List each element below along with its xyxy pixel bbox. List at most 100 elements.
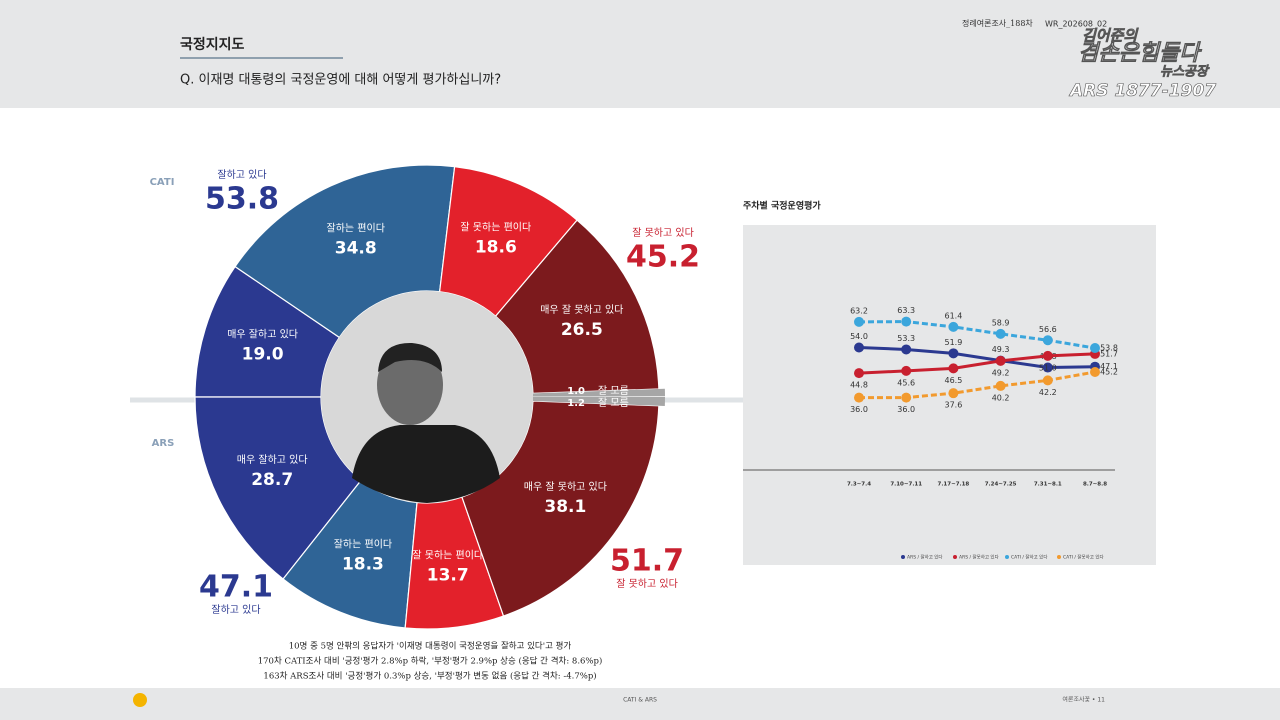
footer-center: CATI & ARS xyxy=(623,697,657,704)
segment-value: 18.3 xyxy=(342,555,384,575)
data-label: 63.2 xyxy=(850,306,868,315)
total-value: 53.8 xyxy=(205,182,279,217)
segment-label: 잘 못하는 편이다 xyxy=(412,549,483,562)
x-tick-label: 8.7~8.8 xyxy=(1083,482,1107,488)
data-label: 51.7 xyxy=(1100,349,1118,358)
segment-label: 잘하는 편이다 xyxy=(334,538,392,551)
data-label: 61.4 xyxy=(944,311,962,320)
watermark-text: 겸손은힘들다 xyxy=(1078,41,1202,66)
x-tick-label: 7.31~8.1 xyxy=(1034,482,1062,488)
series-point xyxy=(854,316,864,327)
series-point xyxy=(995,328,1006,339)
watermark-text: ARS 1877-1907 xyxy=(1068,81,1216,101)
header-band xyxy=(0,0,1280,108)
footer-band xyxy=(0,688,1280,720)
data-label: 51.9 xyxy=(944,338,962,347)
series-point xyxy=(948,321,959,332)
legend-swatch xyxy=(901,555,905,559)
data-label: 47.1 xyxy=(1100,362,1118,371)
series-point xyxy=(1042,335,1053,346)
data-label: 54.0 xyxy=(850,332,868,341)
segment-value: 26.5 xyxy=(561,320,603,340)
data-label: 53.3 xyxy=(897,334,915,343)
total-label: 잘하고 있다 xyxy=(211,603,260,616)
series-point xyxy=(854,342,864,353)
line-chart: 주차별 국정운영평가 7.3~7.4 7.10~7.11 7.17~7.18 7.24… xyxy=(743,200,1156,565)
segment-label: 매우 잘 못하고 있다 xyxy=(540,303,623,316)
segment-value: 1.2 xyxy=(567,398,585,409)
legend-label: ARS / 잘못하고 있다 xyxy=(959,554,1000,561)
note: 170차 CATI조사 대비 '긍정'평가 2.8%p 하락, '부정'평가 2… xyxy=(258,656,603,667)
segment-value: 13.7 xyxy=(427,566,469,586)
notes: 10명 중 5명 안팎의 응답자가 '이재명 대통령이 국정운영을 잘하고 있다… xyxy=(258,641,603,682)
segment-label: 잘 못하는 편이다 xyxy=(460,220,531,233)
series-point xyxy=(1042,362,1053,373)
photo-head xyxy=(377,345,443,425)
data-label: 40.2 xyxy=(992,393,1010,402)
total-label: 잘하고 있다 xyxy=(217,168,266,181)
question: Q. 이재명 대통령의 국정운영에 대해 어떻게 평가하십니까? xyxy=(180,73,501,88)
series-point xyxy=(901,392,912,403)
data-label: 45.6 xyxy=(897,378,915,387)
series-line xyxy=(859,370,1096,400)
chart-name: ARS xyxy=(152,438,175,449)
data-label: 44.8 xyxy=(850,381,868,390)
series-point xyxy=(948,388,959,399)
donut-segment xyxy=(532,397,665,406)
legend-label: ARS / 잘하고 있다 xyxy=(907,554,943,561)
x-tick-label: 7.3~7.4 xyxy=(847,482,871,488)
total-label: 잘 못하고 있다 xyxy=(632,226,694,239)
chart-name: CATI xyxy=(150,177,175,188)
data-label: 45.2 xyxy=(1100,368,1118,377)
series-point xyxy=(901,365,912,376)
series-point xyxy=(901,344,912,355)
data-label: 53.8 xyxy=(1100,344,1118,353)
survey-code: WR_202608_02 xyxy=(1045,20,1107,29)
series-line xyxy=(858,352,1096,375)
series-point xyxy=(854,392,864,403)
x-tick-label: 7.24~7.25 xyxy=(985,482,1017,488)
data-label: 58.9 xyxy=(992,318,1010,327)
data-label: 36.0 xyxy=(850,405,868,414)
segment-label: 매우 잘 못하고 있다 xyxy=(524,480,607,493)
donut-chart: 매우 잘하고 있다 19.0 잘하는 편이다 34.8 잘 못하는 편이다 18.6 매우 … xyxy=(150,164,700,630)
watermark: 김어준의 겸손은힘들다 뉴스공장 ARS 1877-1907 xyxy=(1068,26,1217,101)
segment-label: 매우 잘하고 있다 xyxy=(227,327,298,340)
photo-body xyxy=(352,425,500,503)
total-value: 45.2 xyxy=(626,240,700,275)
note: 10명 중 5명 안팎의 응답자가 '이재명 대통령이 국정운영을 잘하고 있다… xyxy=(289,641,572,652)
line-title: 주차별 국정운영평가 xyxy=(743,200,821,212)
series-line xyxy=(858,346,1096,370)
segment-value: 18.6 xyxy=(475,237,517,257)
watermark-text: 김어준의 xyxy=(1082,27,1139,45)
data-label: 56.6 xyxy=(1039,325,1057,334)
segment-label: 매우 잘하고 있다 xyxy=(237,453,308,466)
series-line xyxy=(858,320,1096,350)
segment-label: 잘 모름 xyxy=(598,385,629,397)
survey-label: 정례여론조사_188차 xyxy=(962,18,1033,28)
total-label: 잘 못하고 있다 xyxy=(616,577,678,590)
x-tick-label: 7.10~7.11 xyxy=(890,482,922,488)
series-point xyxy=(1042,375,1053,386)
watermark-text: 뉴스공장 xyxy=(1160,64,1210,80)
series-point xyxy=(995,355,1006,366)
total-value: 51.7 xyxy=(610,544,684,579)
series-point xyxy=(948,348,959,359)
data-label: 63.3 xyxy=(897,306,915,315)
segment-label: 잘하는 편이다 xyxy=(327,221,385,234)
series-point xyxy=(901,316,912,327)
segment-value: 38.1 xyxy=(544,497,586,517)
note: 163차 ARS조사 대비 '긍정'평가 0.3%p 상승, '부정'평가 변동… xyxy=(263,671,596,682)
segment-value: 1.0 xyxy=(567,386,585,397)
donut-segment xyxy=(532,388,665,397)
legend-swatch xyxy=(953,555,957,559)
x-tick-label: 7.17~7.18 xyxy=(938,482,970,488)
data-label: 36.0 xyxy=(897,405,915,414)
data-label: 46.5 xyxy=(944,376,962,385)
logo-icon xyxy=(133,693,147,707)
segment-value: 19.0 xyxy=(242,344,284,364)
data-label: 49.2 xyxy=(992,368,1010,377)
photo-hair xyxy=(378,342,442,372)
photo xyxy=(321,291,533,503)
series-point xyxy=(1090,343,1100,354)
